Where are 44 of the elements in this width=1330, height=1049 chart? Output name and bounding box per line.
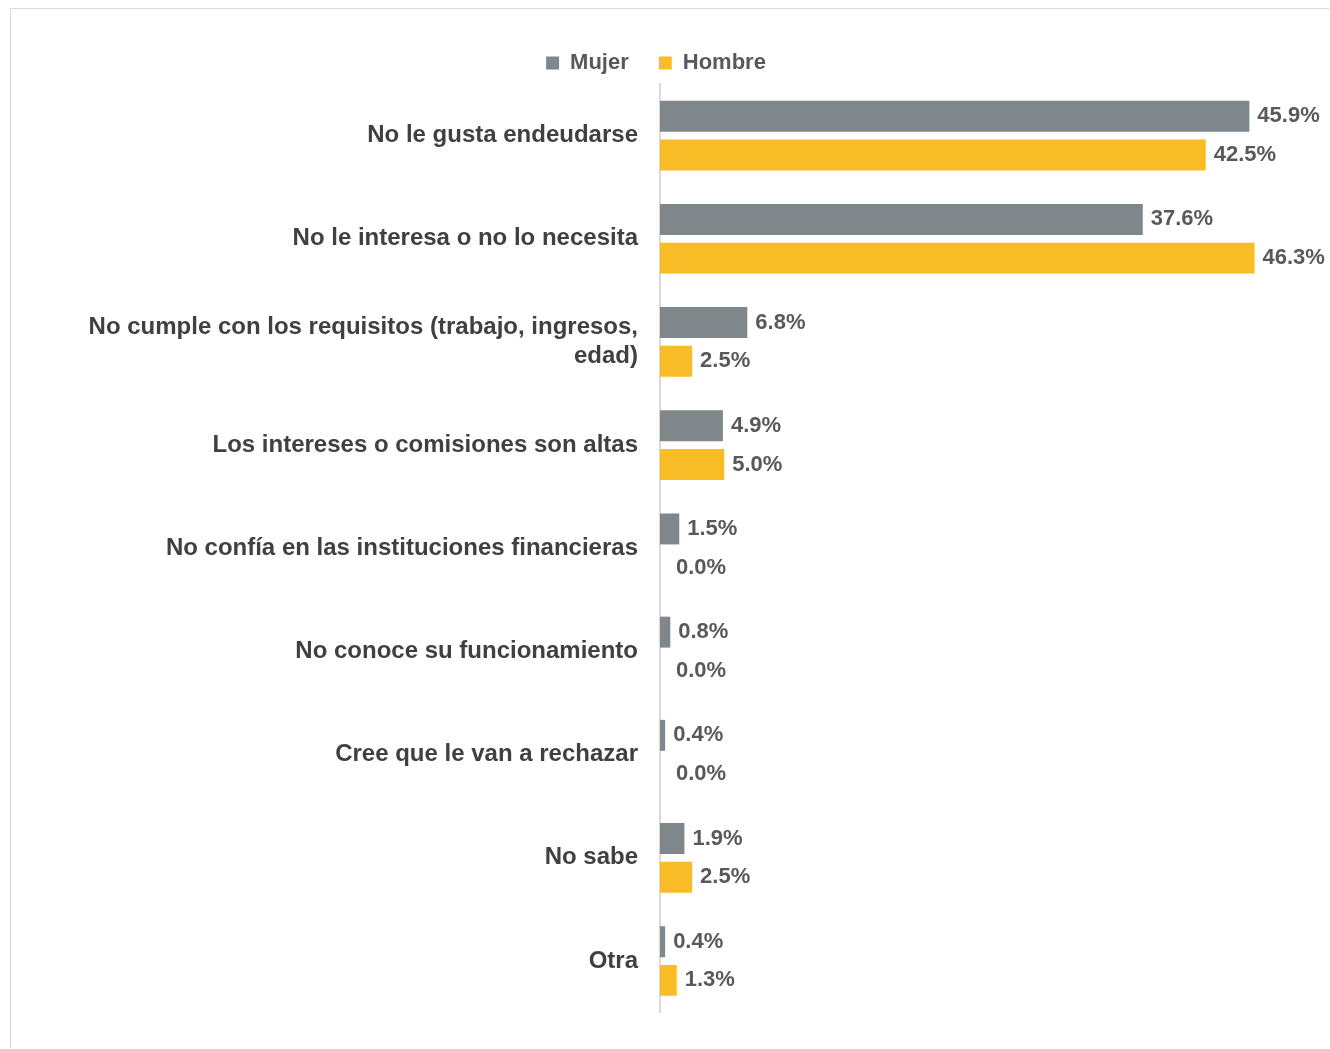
data-label: 1.9% (692, 824, 743, 850)
data-label: 2.5% (700, 863, 751, 889)
bar (660, 448, 725, 480)
data-label: 4.9% (730, 411, 782, 437)
y-tick-label: Los intereses o comisiones son altas (212, 429, 638, 457)
y-tick-label: No le gusta endeudarse (367, 120, 638, 148)
bar (660, 242, 1255, 274)
y-tick-label: No cumple con los requisitos (trabajo, ingresos, edad) (88, 312, 638, 368)
bar (660, 861, 693, 893)
y-tick-label: Cree que le van a rechazar (335, 739, 638, 767)
data-label: 0.0% (676, 656, 727, 682)
data-label: 42.5% (1213, 141, 1277, 166)
data-label: 1.5% (687, 515, 738, 541)
bar (660, 100, 1250, 132)
y-tick-label: No le interesa o no lo necesita (292, 223, 639, 251)
bar (660, 616, 671, 648)
legend-label: Mujer (570, 49, 630, 75)
legend-label: Hombre (682, 49, 766, 75)
bar (660, 823, 685, 854)
data-label: 46.3% (1262, 244, 1325, 270)
bar (660, 926, 666, 958)
data-label: 0.4% (673, 927, 724, 953)
y-tick-label: No confía en las instituciones financieras (165, 532, 638, 560)
bar (660, 964, 677, 996)
data-label: 1.3% (684, 966, 735, 992)
bar (660, 513, 680, 545)
bar (660, 345, 693, 377)
data-label: 0.0% (676, 553, 727, 579)
y-tick-label: Otra (588, 945, 639, 973)
bar (660, 719, 666, 751)
y-tick-label: No sabe (544, 842, 638, 870)
data-label: 2.5% (700, 347, 751, 373)
data-label: 6.8% (755, 308, 806, 334)
y-tick-label: No conoce su funcionamiento (295, 636, 638, 664)
data-label: 0.4% (673, 721, 724, 747)
bar (660, 307, 748, 339)
data-label: 0.0% (676, 760, 727, 786)
bar (660, 139, 1206, 171)
data-label: 45.9% (1257, 102, 1320, 128)
bar (660, 410, 723, 442)
data-label: 0.8% (678, 618, 729, 644)
bar (660, 203, 1143, 235)
data-label: 5.0% (732, 450, 783, 476)
data-label: 37.6% (1150, 205, 1214, 231)
